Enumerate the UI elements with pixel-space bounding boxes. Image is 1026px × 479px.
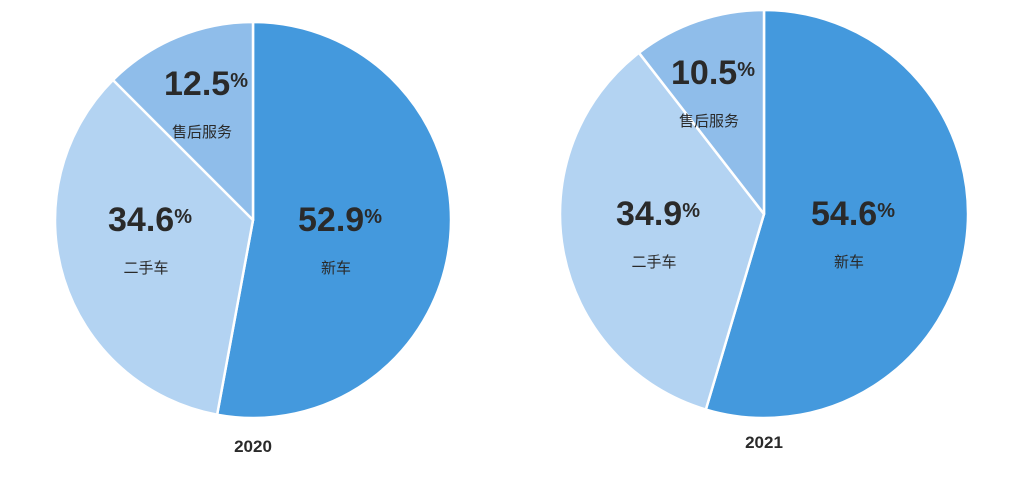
year-label-2020: 2020 xyxy=(234,437,272,456)
pie-slice-used-car-2020 xyxy=(53,78,255,416)
pie-slice-new-car-2021 xyxy=(704,8,970,420)
slice-percent-new-car-2021: 54.6% xyxy=(811,195,895,233)
slice-label-new-car-2020: 新车 xyxy=(321,259,351,277)
slice-label-after-sales-2020: 售后服务 xyxy=(172,123,232,141)
slice-label-new-car-2021: 新车 xyxy=(834,253,864,271)
slice-label-used-car-2021: 二手车 xyxy=(631,253,676,271)
slice-percent-new-car-2020: 52.9% xyxy=(298,201,382,239)
slice-percent-after-sales-2021: 10.5% xyxy=(671,54,755,92)
pie-chart-2020: 52.9% 新车 34.6% 二手车 12.5% 售后服务 2020 xyxy=(53,20,453,456)
slice-percent-used-car-2020: 34.6% xyxy=(108,201,192,239)
pie-slice-after-sales-2021 xyxy=(637,8,766,216)
pie-slice-new-car-2020 xyxy=(215,20,453,420)
pie-chart-2021: 54.6% 新车 34.9% 二手车 10.5% 售后服务 2021 xyxy=(558,8,970,452)
year-label-2021: 2021 xyxy=(745,433,783,452)
pie-slice-after-sales-2020 xyxy=(111,20,255,222)
slice-label-used-car-2020: 二手车 xyxy=(123,259,168,277)
pie-slice-used-car-2021 xyxy=(558,51,766,411)
slice-label-after-sales-2021: 售后服务 xyxy=(679,112,739,130)
slice-percent-used-car-2021: 34.9% xyxy=(616,195,700,233)
slice-percent-after-sales-2020: 12.5% xyxy=(164,65,248,103)
